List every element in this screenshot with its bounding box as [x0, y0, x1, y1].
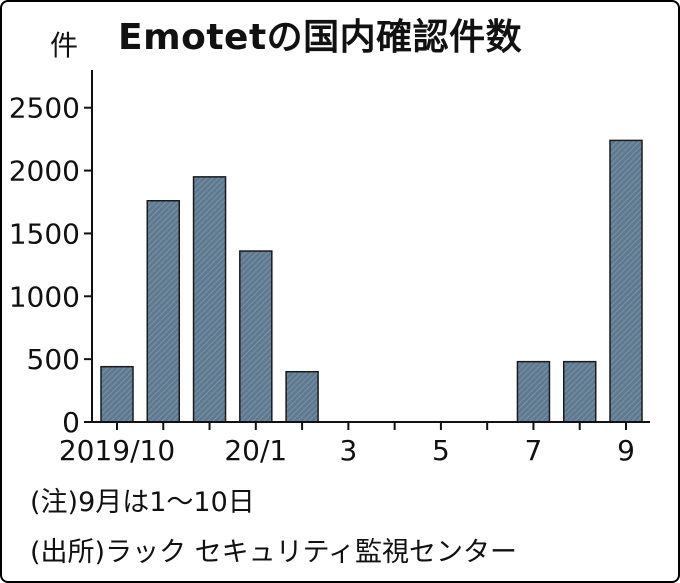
y-tick-label: 0	[62, 406, 80, 439]
bar	[100, 365, 134, 423]
x-tick-label: 3	[339, 434, 357, 467]
x-tick-label: 20/1	[224, 434, 287, 467]
y-tick-label: 1000	[9, 280, 80, 313]
bars	[100, 139, 643, 423]
bar	[609, 139, 643, 423]
bar	[285, 370, 319, 423]
x-tick-label: 9	[617, 434, 635, 467]
y-tick-label: 2500	[9, 92, 80, 125]
y-tick-label: 2000	[9, 155, 80, 188]
x-tick-label: 5	[432, 434, 450, 467]
footnote: (注)9月は1〜10日	[30, 487, 255, 518]
y-axis-unit: 件	[50, 29, 79, 62]
x-axis-ticks: 2019/10 20/1 3 5 7 9	[59, 422, 635, 467]
x-tick-label: 2019/10	[59, 434, 175, 467]
chart-title: Emotetの国内確認件数	[118, 17, 523, 58]
y-tick-label: 1500	[9, 217, 80, 250]
bar	[146, 199, 181, 423]
source-note: (出所)ラック セキュリティ監視センター	[30, 537, 518, 568]
bar	[562, 360, 597, 423]
y-tick-label: 500	[27, 343, 80, 376]
bar	[516, 360, 551, 423]
x-tick-label: 7	[525, 434, 543, 467]
bar	[239, 250, 273, 423]
y-axis-ticks: 0 500 1000 1500 2000 2500	[9, 92, 92, 439]
bar	[192, 176, 227, 423]
